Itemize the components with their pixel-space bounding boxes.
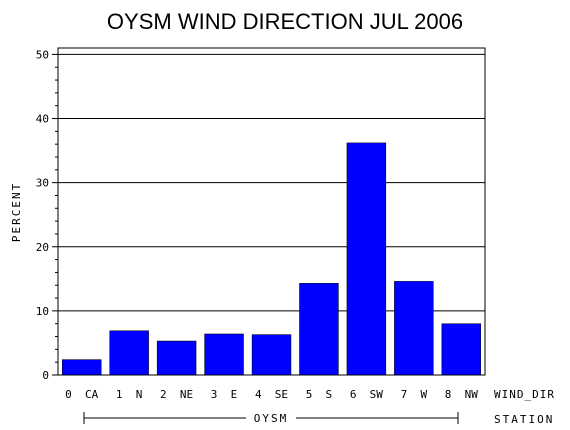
- x-tick-label: 7 W: [401, 388, 428, 401]
- plot-frame: [57, 47, 486, 376]
- bar-8: [441, 323, 481, 376]
- bar-0: [62, 359, 102, 376]
- gridlines: [58, 53, 485, 312]
- y-axis-label: PERCENT: [10, 182, 23, 242]
- y-tick-label: 20: [36, 241, 49, 254]
- x-tick-label: 4 SE: [255, 388, 288, 401]
- bar-7: [394, 281, 434, 376]
- bars: [62, 142, 481, 376]
- group-axis-label: STATION: [494, 413, 554, 426]
- x-tick-label: 2 NE: [160, 388, 193, 401]
- bar-1: [109, 330, 149, 376]
- bar-6: [346, 142, 387, 376]
- x-axis-label: WIND_DIR: [494, 388, 555, 401]
- chart-title: OYSM WIND DIRECTION JUL 2006: [107, 9, 463, 34]
- x-tick-label: 6 SW: [350, 388, 383, 401]
- x-tick-label: 5 S: [306, 388, 333, 401]
- y-axis: 0 10 20 30 40 50: [36, 48, 58, 382]
- bar-3: [204, 333, 244, 376]
- y-tick-label: 0: [42, 369, 49, 382]
- bar-5: [299, 283, 339, 376]
- bar-2: [156, 340, 197, 376]
- x-tick-label: 1 N: [116, 388, 143, 401]
- bar-4: [251, 334, 292, 376]
- group-label: OYSM: [254, 412, 289, 425]
- x-axis-labels: 0 CA 1 N 2 NE 3 E 4 SE 5 S 6 SW 7 W 8 NW: [65, 388, 478, 401]
- y-tick-label: 50: [36, 48, 49, 61]
- x-tick-label: 8 NW: [445, 388, 478, 401]
- y-tick-label: 30: [36, 177, 49, 190]
- y-tick-label: 40: [36, 113, 49, 126]
- y-tick-label: 10: [36, 305, 49, 318]
- x-tick-label: 3 E: [211, 388, 238, 401]
- x-tick-label: 0 CA: [65, 388, 98, 401]
